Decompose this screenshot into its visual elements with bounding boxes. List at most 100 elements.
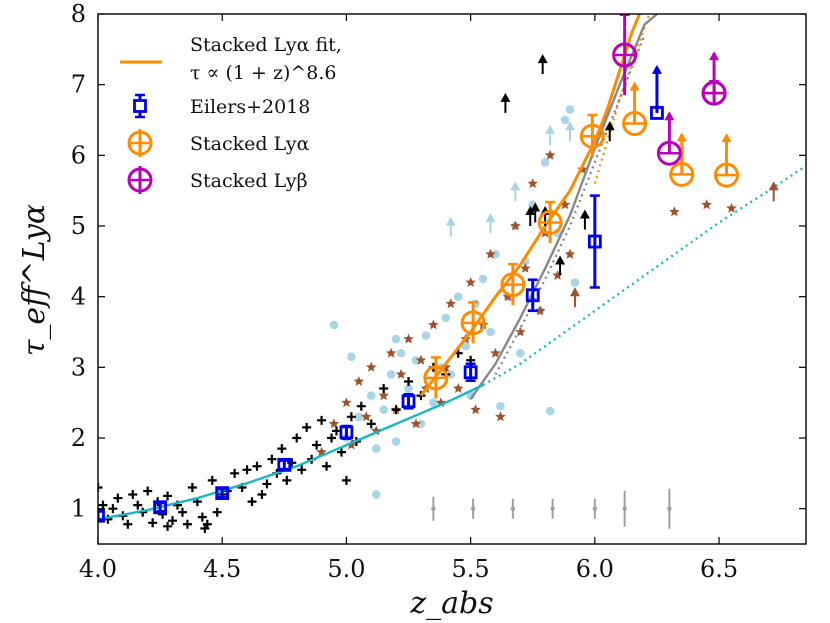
y-axis-label: τ_eff^Lyα	[17, 204, 52, 356]
scatter-point-black-plus	[143, 486, 153, 496]
scatter-point-black-plus	[404, 376, 414, 386]
stacked-lyb-limit-arrow-head	[664, 111, 675, 121]
scatter-point-black-plus	[128, 490, 138, 500]
eilers-limit-arrow-head	[651, 64, 662, 74]
axis-ticks: 4.0 4.5 5.0 5.5 6.0 6.5 1 2 3 4 5 6 7 8	[71, 0, 806, 583]
limit-arrow-black-head	[555, 255, 566, 265]
scatter-point-black-plus	[317, 415, 327, 425]
scatter-point-black-plus	[356, 401, 366, 411]
scatter-point-brown-star	[495, 411, 506, 422]
x-tick-label: 5.0	[327, 555, 365, 583]
scatter-point-black-plus	[168, 516, 178, 526]
scatter-point-brown-star	[515, 326, 526, 337]
legend: Stacked Lyα fit, τ ∝ (1 + z)^8.6 Eilers+20…	[120, 34, 342, 194]
plot-content	[98, 14, 806, 533]
scatter-point-brown-star	[415, 354, 427, 365]
scatter-point-lightblue	[491, 249, 500, 259]
scatter-point-brown-star	[564, 248, 576, 259]
scatter-point-lightblue	[366, 391, 376, 400]
scatter-point-black-plus	[297, 465, 307, 475]
stacked-lya-limit-arrow-head	[721, 133, 732, 143]
y-tick-label: 8	[71, 0, 86, 28]
error-bar-gray-point	[470, 506, 476, 511]
limit-arrow-lightblue-head	[445, 216, 456, 226]
legend-label: Stacked Lyα	[190, 133, 310, 155]
scatter-point-brown-star	[453, 383, 464, 393]
scatter-point-brown-star	[445, 298, 456, 309]
limit-arrow-lightblue-head	[545, 124, 556, 134]
error-bar-gray-point	[667, 506, 672, 511]
scatter-point-brown-star	[535, 305, 546, 316]
scatter-point-black-plus	[257, 490, 267, 500]
scatter-point-black-plus	[292, 433, 302, 443]
limit-arrow-black-head	[530, 202, 541, 212]
plot-area	[98, 14, 806, 533]
scatter-point-black-plus	[133, 500, 143, 510]
scatter-point-lightblue	[516, 348, 525, 358]
scatter-point-lightblue	[478, 274, 488, 284]
error-bar-gray-point	[592, 506, 598, 511]
legend-label-line2: τ ∝ (1 + z)^8.6	[190, 62, 337, 84]
x-tick-label: 4.0	[79, 555, 117, 583]
y-tick-label: 1	[71, 495, 86, 523]
scatter-point-black-plus	[267, 454, 277, 464]
scatter-point-black-plus	[336, 447, 346, 457]
scatter-point-brown-star	[701, 199, 712, 210]
plot-frame	[97, 13, 807, 545]
fit-curve	[98, 383, 484, 521]
limit-arrow-lightblue-head	[565, 121, 575, 131]
scatter-point-lightblue	[560, 115, 570, 125]
scatter-point-lightblue	[371, 444, 381, 453]
scatter-point-lightblue	[446, 370, 456, 379]
scatter-point-lightblue	[386, 370, 396, 379]
error-bar-gray-point	[431, 506, 436, 511]
eilers-point	[463, 365, 478, 380]
scatter-point-black-plus	[207, 475, 217, 485]
scatter-point-lightblue	[565, 105, 575, 114]
scatter-point-black-plus	[108, 504, 118, 514]
scatter-point-black-plus	[346, 412, 356, 422]
scatter-point-black-plus	[302, 422, 312, 432]
y-tick-label: 3	[71, 353, 86, 381]
y-tick-label: 4	[71, 283, 86, 311]
scatter-point-black-plus	[163, 521, 173, 531]
fit-curve	[419, 14, 641, 397]
scatter-point-lightblue	[453, 292, 463, 301]
legend-label: Stacked Lyα fit,	[190, 34, 342, 56]
scatter-point-black-plus	[312, 440, 322, 450]
scatter-point-lightblue	[396, 348, 406, 358]
scatter-point-lightblue	[496, 401, 505, 411]
scatter-point-lightblue	[391, 334, 401, 344]
error-bar-gray-point	[550, 506, 555, 511]
legend-label: Stacked Lyβ	[190, 170, 308, 192]
scatter-point-brown-star	[669, 206, 680, 217]
y-tick-label: 7	[71, 71, 86, 99]
scatter-point-lightblue	[429, 398, 438, 407]
error-bar-gray-point	[622, 506, 627, 511]
limit-arrow-brown-head	[768, 181, 779, 191]
scatter-point-brown-star	[341, 397, 352, 408]
scatter-point-brown-star	[470, 404, 481, 415]
scatter-point-brown-star	[361, 411, 372, 422]
scatter-point-brown-star	[366, 361, 377, 372]
fit-curve	[469, 14, 658, 400]
eilers-point	[215, 486, 230, 501]
scatter-point-brown-star	[346, 439, 357, 450]
scatter-point-black-plus	[247, 497, 257, 507]
scatter-point-black-plus	[177, 507, 187, 517]
legend-square	[133, 99, 147, 113]
scatter-point-lightblue	[371, 490, 381, 499]
x-tick-label: 5.5	[452, 555, 490, 583]
scatter-point-black-plus	[98, 482, 103, 492]
x-tick-label: 6.0	[576, 555, 614, 583]
scatter-point-brown-star	[378, 390, 389, 400]
scatter-point-brown-star	[465, 277, 476, 287]
scatter-point-black-plus	[391, 405, 401, 415]
x-axis-label: z_abs	[409, 586, 493, 621]
scatter-point-brown-star	[510, 220, 521, 231]
limit-arrow-lightblue-head	[485, 213, 496, 223]
y-tick-label: 6	[71, 141, 86, 169]
stacked-lya-limit-arrow-head	[676, 132, 687, 142]
scatter-point-brown-star	[726, 202, 737, 213]
